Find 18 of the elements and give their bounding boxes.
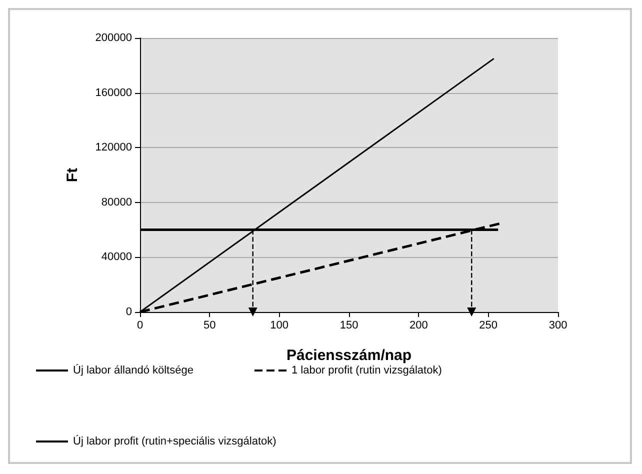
x-axis-title: Páciensszám/nap [286,347,412,364]
x-tick-label: 200 [409,320,428,332]
x-tick-label: 100 [270,320,289,332]
x-tick-label: 0 [136,320,144,332]
legend-label: Új labor profit (rutin+speciális vizsgálatok) [73,434,276,448]
y-axis-title: Ft [64,168,81,182]
x-tick-label: 150 [340,320,358,332]
legend-label: 1 labor profit (rutin vizsgálatok) [291,364,442,376]
x-tick-label: 250 [479,320,498,332]
x-tick-label: 300 [548,320,568,332]
y-tick-label: 120000 [95,142,132,154]
legend-label: Új labor állandó költsége [73,364,194,376]
y-tick-label: 80000 [101,196,132,208]
y-tick-label: 160000 [95,86,132,99]
y-tick-label: 200000 [95,32,132,44]
x-tick-label: 50 [204,320,216,332]
y-tick-label: 0 [126,306,132,318]
y-tick-label: 40000 [101,251,132,264]
